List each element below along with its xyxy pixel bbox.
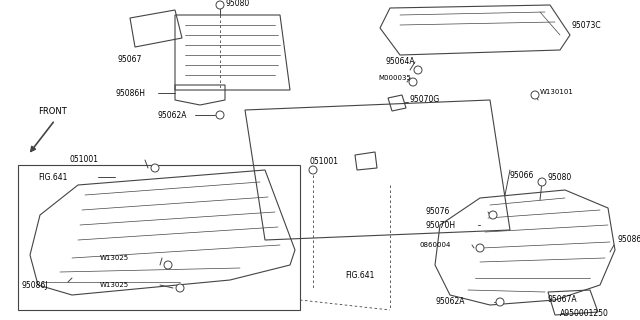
Text: 95086H: 95086H: [115, 89, 145, 98]
Text: 95080: 95080: [548, 173, 572, 182]
Text: M000035: M000035: [378, 75, 411, 81]
Text: 95070G: 95070G: [410, 95, 440, 105]
Text: W13025: W13025: [100, 255, 129, 261]
Circle shape: [496, 298, 504, 306]
Circle shape: [538, 178, 546, 186]
Text: 95086I: 95086I: [618, 236, 640, 244]
Circle shape: [414, 66, 422, 74]
Text: 95062A: 95062A: [435, 298, 465, 307]
Text: FIG.641: FIG.641: [345, 270, 374, 279]
Text: 0860004: 0860004: [420, 242, 451, 248]
Text: 95070H: 95070H: [425, 220, 455, 229]
Circle shape: [489, 211, 497, 219]
Circle shape: [164, 261, 172, 269]
Text: 95080: 95080: [225, 0, 249, 9]
Text: 95086J: 95086J: [22, 281, 49, 290]
Circle shape: [476, 244, 484, 252]
Text: 95066: 95066: [510, 171, 534, 180]
Circle shape: [531, 91, 539, 99]
Circle shape: [176, 284, 184, 292]
Text: A950001250: A950001250: [560, 309, 609, 318]
Circle shape: [216, 1, 224, 9]
Text: 95067: 95067: [118, 55, 142, 65]
Text: 95062A: 95062A: [157, 110, 186, 119]
Text: FRONT: FRONT: [38, 108, 67, 116]
Text: 95064A: 95064A: [385, 58, 415, 67]
Text: 051001: 051001: [70, 156, 99, 164]
Text: FIG.641: FIG.641: [38, 172, 67, 181]
Text: W130101: W130101: [540, 89, 574, 95]
Text: 051001: 051001: [310, 157, 339, 166]
Circle shape: [309, 166, 317, 174]
Circle shape: [409, 78, 417, 86]
Text: 95067A: 95067A: [548, 295, 578, 305]
Circle shape: [216, 111, 224, 119]
Text: 95073C: 95073C: [572, 20, 602, 29]
Circle shape: [151, 164, 159, 172]
Text: 95076: 95076: [425, 207, 449, 217]
Text: W13025: W13025: [100, 282, 129, 288]
